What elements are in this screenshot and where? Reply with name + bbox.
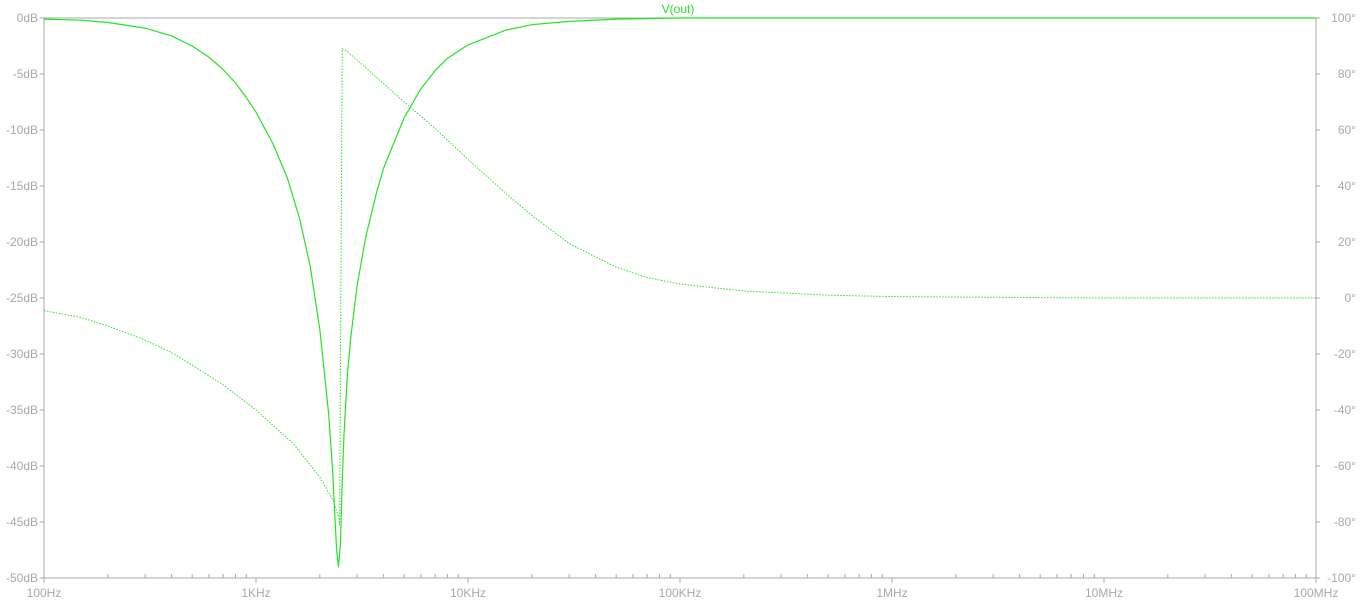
y-right-tick-label: -20° [1334, 347, 1356, 361]
trace-label-vout[interactable]: V(out) [662, 2, 695, 16]
y-right-tick-label: 0° [1345, 291, 1357, 305]
x-tick-label: 10KHz [450, 586, 486, 600]
y-right-tick-label: 20° [1338, 235, 1356, 249]
y-right-tick-label: 100° [1331, 11, 1356, 25]
y-right-tick-label: 80° [1338, 67, 1356, 81]
x-tick-label: 1MHz [876, 586, 907, 600]
y-right-tick-label: -80° [1334, 515, 1356, 529]
y-left-tick-label: -30dB [6, 347, 38, 361]
y-left-tick-label: -5dB [13, 67, 38, 81]
y-right-tick-label: 60° [1338, 123, 1356, 137]
magnitude-trace [43, 17, 1316, 568]
y-left-tick-label: -25dB [6, 291, 38, 305]
y-left-tick-label: -35dB [6, 403, 38, 417]
y-left-tick-label: -40dB [6, 459, 38, 473]
y-left-tick-label: -10dB [6, 123, 38, 137]
y-right-tick-label: -40° [1334, 403, 1356, 417]
x-tick-label: 100MHz [1294, 586, 1339, 600]
y-right-tick-label: 40° [1338, 179, 1356, 193]
y-left-tick-label: -15dB [6, 179, 38, 193]
y-left-tick-label: -45dB [6, 515, 38, 529]
traces [43, 17, 1316, 568]
phase-trace [43, 48, 1316, 526]
y-axis-left: 0dB -5dB -10dB -15dB -20dB -25dB -30dB -35dB -40… [6, 11, 44, 585]
y-right-tick-label: -100° [1327, 571, 1356, 585]
y-right-tick-label: -60° [1334, 459, 1356, 473]
y-left-tick-label: -20dB [6, 235, 38, 249]
x-tick-label: 100KHz [659, 586, 702, 600]
x-tick-label: 1KHz [241, 586, 270, 600]
y-axis-right: 100° 80° 60° 40° 20° 0° -20° -40° -60° -80° -100° [1316, 11, 1356, 585]
x-axis: 100Hz 1KHz 10KHz 100KHz 1MHz 10MHz 100MHz [27, 574, 1339, 600]
y-left-tick-label: 0dB [17, 11, 38, 25]
x-tick-label: 100Hz [27, 586, 62, 600]
x-tick-label: 10MHz [1085, 586, 1123, 600]
y-left-tick-label: -50dB [6, 571, 38, 585]
